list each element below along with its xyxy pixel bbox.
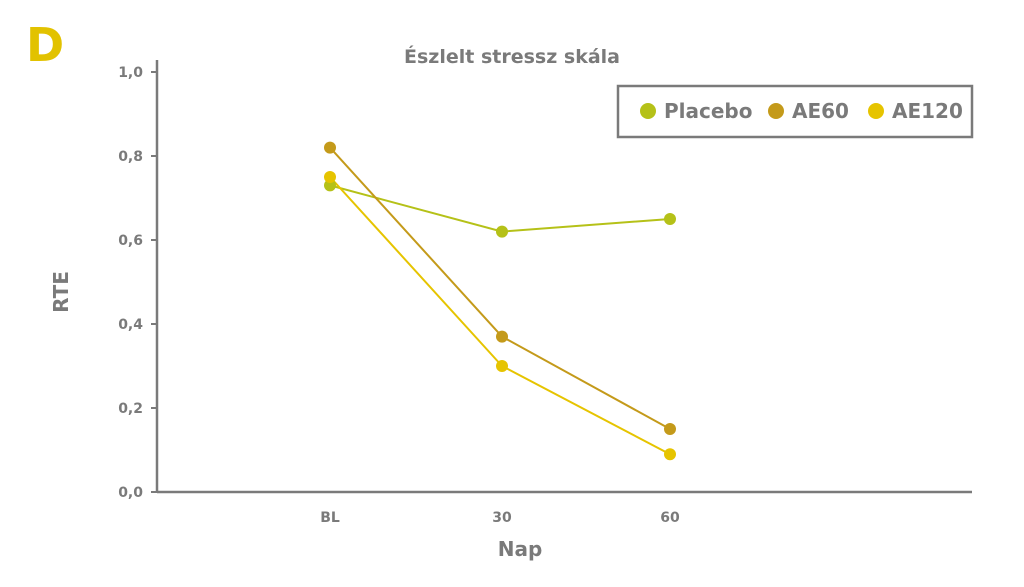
data-point-ae60 bbox=[324, 141, 336, 154]
legend-box bbox=[616, 84, 974, 139]
series-line-ae120 bbox=[329, 176, 671, 456]
chart-title: Észlelt stressz skála bbox=[404, 45, 620, 68]
data-point-ae120 bbox=[324, 171, 336, 183]
series-line-ae60 bbox=[329, 146, 671, 430]
legend-label: Placebo bbox=[664, 99, 753, 123]
x-axis-label: Nap bbox=[498, 537, 543, 561]
data-point-ae60 bbox=[496, 330, 508, 343]
y-tick-label: 0,4 bbox=[118, 317, 143, 333]
x-tick-label: 60 bbox=[660, 510, 680, 526]
legend-marker bbox=[768, 103, 784, 119]
data-point-ae120 bbox=[664, 448, 676, 461]
data-point-placebo bbox=[324, 179, 336, 192]
y-tick-label: 0,8 bbox=[118, 149, 143, 165]
y-tick-label: 0,2 bbox=[118, 401, 143, 417]
x-tick-label: BL bbox=[320, 510, 340, 526]
y-tick-label: 1,0 bbox=[118, 65, 143, 81]
data-point-placebo bbox=[496, 225, 508, 238]
data-point-ae120 bbox=[496, 360, 508, 372]
y-tick-label: 0,6 bbox=[118, 233, 143, 249]
legend-marker bbox=[640, 103, 656, 119]
series-line-placebo bbox=[329, 184, 671, 233]
legend-label: AE60 bbox=[792, 99, 849, 123]
y-tick-label: 0,0 bbox=[118, 485, 143, 501]
legend-label: AE120 bbox=[892, 99, 963, 123]
data-point-placebo bbox=[664, 213, 676, 225]
x-tick-label: 30 bbox=[492, 510, 512, 526]
panel-label: D bbox=[26, 18, 65, 72]
data-point-ae60 bbox=[664, 423, 676, 435]
y-axis-label: RTE bbox=[49, 271, 73, 313]
legend-marker bbox=[868, 103, 884, 119]
